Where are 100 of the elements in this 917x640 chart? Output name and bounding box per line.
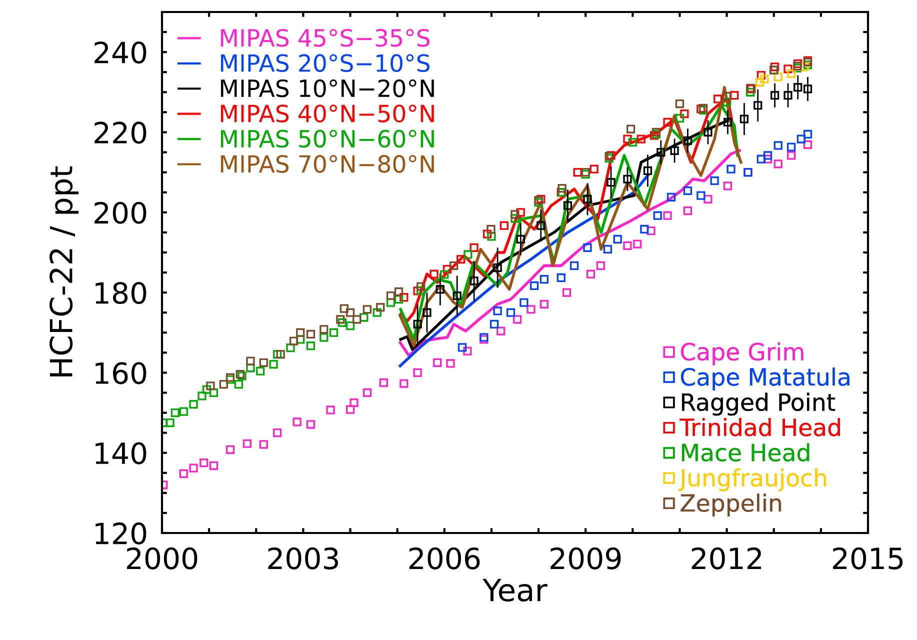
point: [200, 458, 208, 468]
point: [666, 192, 676, 202]
point: [338, 318, 347, 327]
point: [756, 71, 766, 80]
point: [770, 62, 780, 72]
point: [540, 275, 548, 284]
point: [170, 408, 180, 418]
point: [756, 154, 766, 164]
point: [470, 243, 478, 252]
point: [675, 99, 684, 108]
point: [803, 84, 812, 94]
point: [206, 382, 215, 390]
point: [166, 418, 174, 428]
point: [774, 72, 782, 82]
point: [346, 405, 355, 414]
point: [442, 264, 452, 274]
point: [796, 134, 806, 144]
point: [520, 298, 528, 307]
legend-label: MIPAS 40°N−50°N: [220, 104, 434, 122]
point: [306, 420, 316, 429]
point: [416, 282, 426, 291]
point: [646, 226, 656, 236]
point: [562, 288, 572, 297]
point: [763, 154, 772, 164]
point: [656, 148, 666, 157]
point: [246, 364, 255, 372]
legend-label: MIPAS 50°N−60°N: [220, 130, 434, 148]
point: [487, 232, 496, 241]
x-tick-label: 2006: [409, 547, 480, 570]
point: [246, 356, 255, 366]
point: [464, 250, 472, 259]
point: [590, 164, 598, 174]
x-tick-label: 2003: [268, 547, 338, 570]
point: [490, 320, 499, 329]
point: [526, 305, 536, 314]
point: [754, 101, 762, 110]
point: [636, 134, 646, 144]
legend-label: MIPAS 20°S−10°S: [220, 54, 430, 72]
point: [774, 141, 782, 150]
point: [794, 83, 802, 92]
point: [704, 128, 712, 137]
point: [573, 168, 582, 177]
point: [540, 300, 548, 308]
legend-label: Cape Matatula: [681, 368, 850, 390]
point: [556, 273, 566, 282]
point: [653, 211, 662, 220]
point: [209, 461, 218, 470]
point: [510, 214, 520, 223]
point: [276, 350, 285, 359]
y-tick-label: 160: [96, 362, 146, 384]
point: [663, 211, 672, 220]
point: [286, 344, 295, 352]
point: [433, 358, 442, 367]
point: [670, 146, 679, 155]
point: [784, 64, 792, 74]
point: [536, 194, 546, 204]
y-tick-label: 140: [96, 442, 146, 464]
point: [446, 359, 455, 368]
y-tick-label: 200: [94, 202, 146, 224]
point: [413, 368, 422, 377]
point: [436, 285, 444, 294]
point: [628, 138, 637, 147]
point: [803, 140, 812, 149]
point: [710, 176, 719, 186]
point: [386, 298, 396, 307]
point: [640, 224, 649, 234]
point: [643, 166, 652, 176]
point: [740, 114, 749, 124]
point: [714, 94, 722, 104]
point: [189, 464, 198, 472]
point: [296, 335, 305, 344]
x-tick-label: 2009: [550, 547, 621, 570]
point: [289, 336, 298, 346]
point: [784, 91, 792, 100]
legend-label: Trinidad Head: [680, 418, 840, 436]
legend-label: Ragged Point: [682, 392, 836, 416]
point: [510, 210, 520, 219]
point: [296, 328, 305, 337]
point: [675, 114, 684, 123]
point: [329, 328, 338, 337]
point: [376, 303, 385, 312]
point: [320, 333, 328, 342]
point: [360, 313, 368, 322]
point: [558, 184, 566, 193]
point: [786, 69, 796, 78]
x-tick-label: 2015: [833, 547, 903, 570]
point: [450, 261, 458, 270]
point: [530, 281, 539, 290]
point: [774, 160, 782, 168]
legend-label: Zeppelin: [680, 494, 781, 516]
point: [273, 350, 282, 359]
point: [722, 98, 732, 106]
point: [362, 305, 372, 314]
point: [755, 78, 764, 86]
point: [493, 306, 502, 316]
point: [786, 142, 796, 152]
x-axis-title: Year: [482, 578, 548, 602]
point: [680, 109, 689, 118]
point: [760, 74, 769, 84]
point: [563, 201, 572, 210]
